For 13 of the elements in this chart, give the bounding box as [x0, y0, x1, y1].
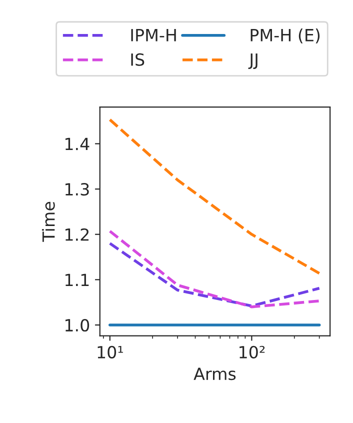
y-tick-label: 1.2 — [66, 228, 89, 241]
y-axis-title: Time — [42, 202, 55, 242]
y-tick-label: 1.3 — [66, 183, 89, 196]
y-tick-label: 1.0 — [66, 318, 90, 332]
x-tick-label: 10¹ — [98, 346, 123, 358]
legend-label: PM-H (E) — [250, 28, 320, 44]
legend-label: JJ — [248, 54, 258, 70]
legend-label: IS — [131, 53, 144, 66]
legend-label: IPM-H — [131, 29, 176, 42]
x-tick-label: 10² — [240, 346, 265, 358]
x-axis-title: Arms — [194, 368, 236, 380]
y-tick-label: 1.4 — [66, 138, 90, 150]
y-tick-label: 1.1 — [66, 274, 89, 286]
